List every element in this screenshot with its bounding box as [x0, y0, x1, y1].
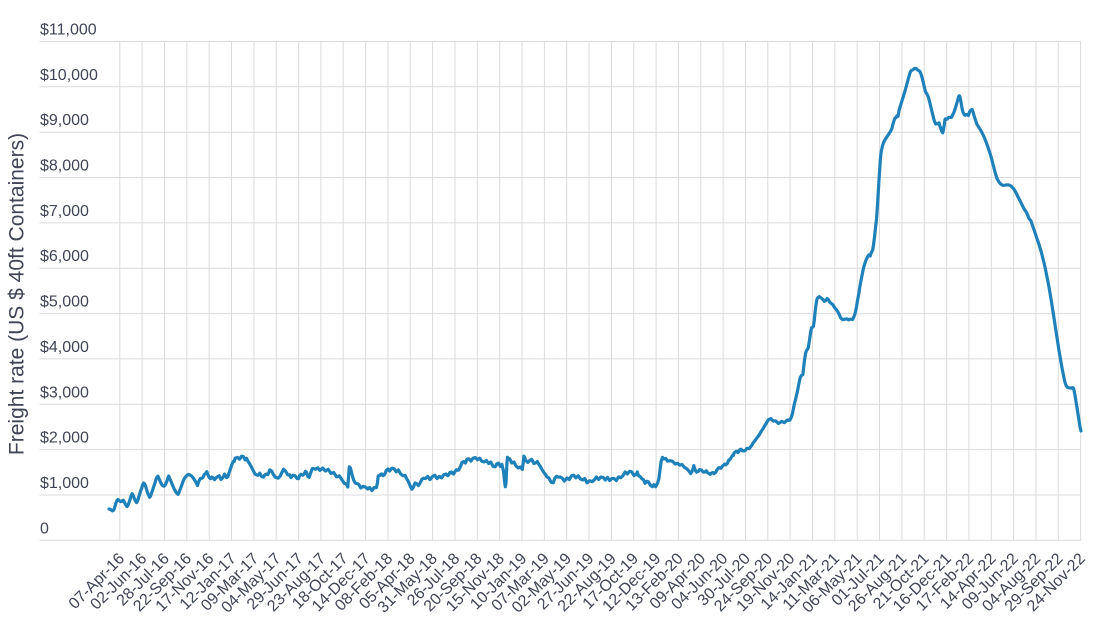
svg-text:$5,000: $5,000: [40, 294, 89, 311]
svg-text:$6,000: $6,000: [40, 248, 89, 265]
svg-text:0: 0: [40, 520, 49, 537]
svg-text:$3,000: $3,000: [40, 384, 89, 401]
svg-text:$8,000: $8,000: [40, 158, 89, 175]
svg-text:$11,000: $11,000: [40, 22, 97, 39]
svg-text:$7,000: $7,000: [40, 203, 89, 220]
svg-text:$2,000: $2,000: [40, 430, 89, 447]
svg-text:$1,000: $1,000: [40, 475, 89, 492]
svg-text:$4,000: $4,000: [40, 339, 89, 356]
svg-text:Freight rate (US $ 40ft Contai: Freight rate (US $ 40ft Containers): [6, 133, 29, 455]
svg-text:$9,000: $9,000: [40, 112, 89, 129]
svg-text:$10,000: $10,000: [40, 67, 98, 84]
